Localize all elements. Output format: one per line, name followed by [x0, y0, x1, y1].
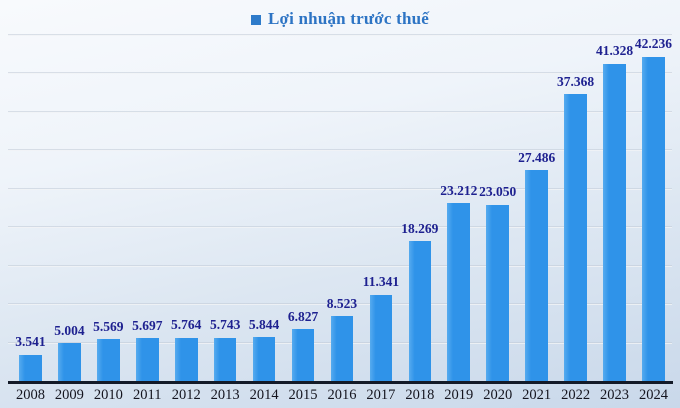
bar-value-label: 5.569: [93, 318, 124, 334]
x-axis-line: [8, 381, 673, 384]
bar: [19, 354, 42, 382]
legend: Lợi nhuận trước thuế: [0, 9, 680, 29]
x-axis-labels: 2008 2009 2010 2011 2012 2013 2014 2015 2016 2017…: [11, 386, 673, 408]
bar-value-label: 11.341: [362, 274, 400, 290]
x-axis-tick-label: 2021: [522, 387, 552, 403]
bar-value-label: 18.269: [401, 220, 439, 236]
x-axis-tick-label: 2012: [171, 387, 201, 403]
bar-column: 5.844: [245, 0, 284, 382]
bar: [603, 63, 626, 382]
bar-column: 37.368: [556, 0, 595, 382]
bar-value-label: 23.050: [479, 184, 517, 200]
bar: [330, 316, 354, 382]
bar-column: 23.050: [478, 0, 517, 382]
x-axis-tick-label: 2019: [444, 387, 474, 403]
x-axis-tick-label: 2015: [288, 387, 318, 403]
gridline: [8, 187, 672, 190]
bar-column: 42.236: [634, 0, 673, 382]
bar-value-label: 6.827: [287, 308, 319, 324]
bar: [447, 203, 471, 382]
bar-value-label: 5.004: [54, 322, 85, 338]
bar-value-label: 23.212: [440, 182, 478, 198]
x-axis-tick-label: 2008: [15, 387, 45, 403]
x-axis-tick-label: 2022: [561, 387, 591, 403]
bar: [252, 337, 276, 382]
gridline: [8, 72, 672, 74]
bar-column: 3.541: [11, 0, 50, 382]
x-axis-tick-label: 2013: [210, 387, 240, 403]
bar-value-label: 8.523: [326, 295, 358, 311]
legend-label: Lợi nhuận trước thuế: [267, 9, 430, 28]
gridline: [8, 33, 672, 36]
x-axis-tick-label: 2009: [54, 387, 84, 403]
bar-column: 41.328: [595, 0, 634, 382]
bar: [486, 204, 510, 382]
bars: 3.541 5.004 5.569 5.697 5.764 5.743 5.844 6.827…: [11, 0, 673, 382]
bar-column: 5.004: [50, 0, 89, 382]
x-axis-tick-label: 2024: [638, 387, 668, 403]
bar-column: 18.269: [400, 0, 439, 382]
x-axis-tick-label: 2017: [366, 387, 396, 403]
bar-column: 11.341: [361, 0, 400, 382]
bar: [525, 170, 548, 382]
gridline: [8, 110, 672, 113]
bar-column: 23.212: [439, 0, 478, 382]
bar-value-label: 41.328: [595, 43, 634, 59]
bar-column: 5.569: [89, 0, 128, 382]
gridline: [8, 226, 672, 228]
gridline: [8, 264, 672, 267]
plot-area: 3.541 5.004 5.569 5.697 5.764 5.743 5.844 6.827…: [8, 0, 673, 384]
bar-column: 5.743: [206, 0, 245, 382]
bar-column: 27.486: [517, 0, 556, 382]
x-axis-tick-label: 2018: [405, 387, 435, 403]
bar-value-label: 27.486: [518, 149, 556, 165]
bar-value-label: 5.844: [248, 316, 280, 332]
bar-value-label: 3.541: [15, 334, 46, 350]
bar: [642, 56, 665, 382]
x-axis-tick-label: 2014: [249, 387, 279, 403]
x-axis-tick-label: 2010: [93, 387, 123, 403]
bar: [291, 329, 315, 382]
bar-value-label: 5.697: [132, 317, 163, 333]
gridline: [8, 303, 672, 305]
bar-column: 5.697: [128, 0, 167, 382]
legend-marker: [250, 15, 261, 25]
bar: [58, 343, 81, 382]
bar-value-label: 42.236: [634, 36, 673, 52]
bar-column: 6.827: [284, 0, 323, 382]
bar-value-label: 37.368: [557, 73, 595, 89]
bar-column: 5.764: [167, 0, 206, 382]
bar: [135, 338, 159, 382]
bar: [564, 94, 587, 382]
x-axis-tick-label: 2023: [600, 387, 630, 403]
bar: [408, 241, 432, 382]
bar: [174, 337, 198, 382]
bar: [369, 294, 393, 382]
x-axis-tick-label: 2020: [483, 387, 513, 403]
bar-value-label: 5.764: [171, 317, 202, 333]
gridline: [8, 149, 672, 151]
x-axis-tick-label: 2011: [133, 387, 162, 403]
bar: [97, 339, 120, 382]
x-axis-tick-label: 2016: [327, 387, 357, 403]
bar: [213, 337, 237, 382]
bar-column: 8.523: [323, 0, 362, 382]
bar-value-label: 5.743: [209, 317, 241, 333]
